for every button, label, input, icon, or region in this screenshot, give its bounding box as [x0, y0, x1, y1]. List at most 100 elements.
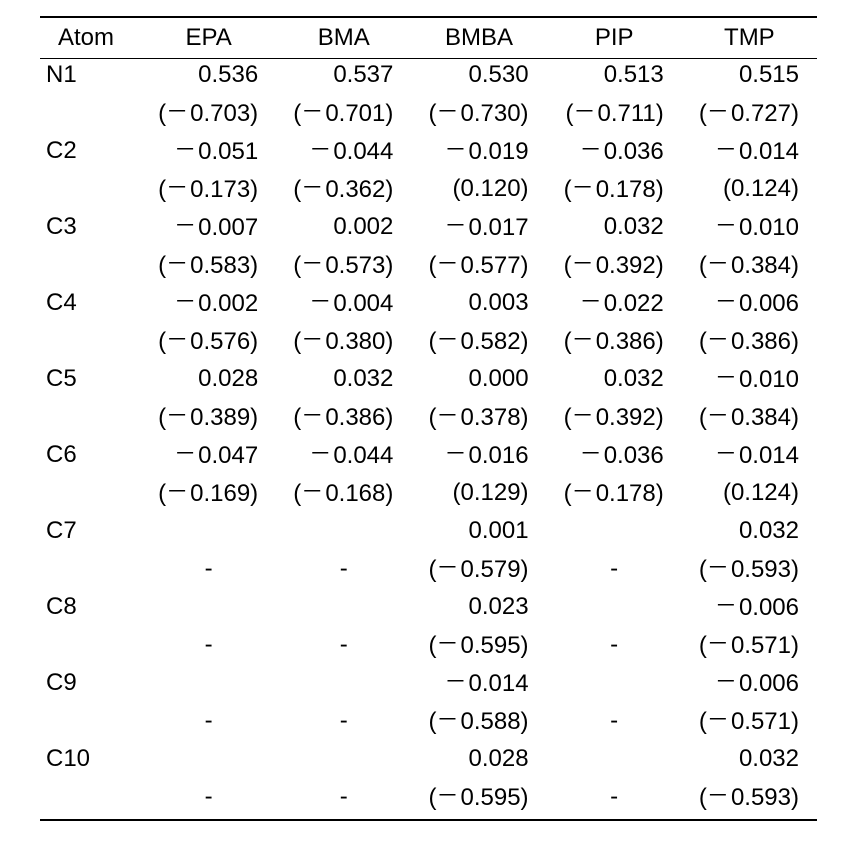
table-row: C100.0280.032	[40, 743, 817, 781]
atom-label-spacer	[40, 477, 141, 515]
value-cell: － 0.002	[141, 287, 276, 325]
value-cell	[276, 515, 411, 553]
negative-sign: －	[166, 251, 188, 276]
paren-cell: (－ 0.178)	[547, 173, 682, 211]
paren-cell: -	[141, 705, 276, 743]
negative-sign: －	[301, 479, 323, 504]
negative-sign: －	[707, 631, 729, 656]
table-row: (－ 0.703)(－ 0.701)(－ 0.730)(－ 0.711)(－ 0…	[40, 97, 817, 135]
paren-cell: -	[547, 553, 682, 591]
negative-sign: －	[166, 327, 188, 352]
table-row: (－ 0.173)(－ 0.362)(0.120)(－ 0.178)(0.124…	[40, 173, 817, 211]
paren-cell: (－ 0.386)	[547, 325, 682, 363]
atom-label: C3	[40, 211, 141, 249]
paren-cell: (－ 0.583)	[141, 249, 276, 287]
negative-sign: －	[174, 213, 196, 238]
value-cell: － 0.006	[682, 667, 817, 705]
value-cell: 0.003	[411, 287, 546, 325]
negative-sign: －	[301, 251, 323, 276]
atom-label-spacer	[40, 173, 141, 211]
value-cell	[141, 591, 276, 629]
negative-sign: －	[301, 99, 323, 124]
value-cell: 0.028	[141, 363, 276, 401]
value-cell: 0.028	[411, 743, 546, 781]
value-cell: － 0.017	[411, 211, 546, 249]
negative-sign: －	[309, 441, 331, 466]
atom-label-spacer	[40, 629, 141, 667]
value-cell	[547, 743, 682, 781]
negative-sign: －	[174, 289, 196, 314]
negative-sign: －	[580, 289, 602, 314]
value-cell	[547, 591, 682, 629]
value-cell	[276, 591, 411, 629]
negative-sign: －	[174, 137, 196, 162]
paren-cell: (－ 0.384)	[682, 249, 817, 287]
value-cell: 0.000	[411, 363, 546, 401]
negative-sign: －	[573, 99, 595, 124]
paren-cell: -	[547, 629, 682, 667]
paren-cell: (－ 0.588)	[411, 705, 546, 743]
value-cell: － 0.044	[276, 439, 411, 477]
table-row: (－ 0.389)(－ 0.386)(－ 0.378)(－ 0.392)(－ 0…	[40, 401, 817, 439]
negative-sign: －	[436, 99, 458, 124]
paren-cell: (－ 0.711)	[547, 97, 682, 135]
table-row: (－ 0.583)(－ 0.573)(－ 0.577)(－ 0.392)(－ 0…	[40, 249, 817, 287]
atom-label: N1	[40, 59, 141, 98]
value-cell	[547, 515, 682, 553]
value-cell: － 0.051	[141, 135, 276, 173]
paren-cell: (－ 0.582)	[411, 325, 546, 363]
atom-label-spacer	[40, 781, 141, 820]
paren-cell: (－ 0.577)	[411, 249, 546, 287]
negative-sign: －	[715, 593, 737, 618]
negative-sign: －	[444, 137, 466, 162]
negative-sign: －	[301, 175, 323, 200]
paren-cell: (0.120)	[411, 173, 546, 211]
table-row: --(－ 0.579)-(－ 0.593)	[40, 553, 817, 591]
paren-cell: (－ 0.389)	[141, 401, 276, 439]
paren-cell: (0.124)	[682, 173, 817, 211]
value-cell: － 0.014	[682, 135, 817, 173]
table-row: --(－ 0.595)-(－ 0.571)	[40, 629, 817, 667]
negative-sign: －	[715, 289, 737, 314]
negative-sign: －	[436, 403, 458, 428]
negative-sign: －	[436, 555, 458, 580]
paren-cell: -	[276, 629, 411, 667]
paren-cell: (－ 0.703)	[141, 97, 276, 135]
value-cell: 0.513	[547, 59, 682, 98]
col-header-epa: EPA	[141, 17, 276, 59]
negative-sign: －	[166, 403, 188, 428]
value-cell: － 0.036	[547, 439, 682, 477]
negative-sign: －	[707, 403, 729, 428]
value-cell	[141, 667, 276, 705]
paren-cell: -	[141, 781, 276, 820]
negative-sign: －	[166, 479, 188, 504]
negative-sign: －	[436, 327, 458, 352]
table-row: C9－ 0.014－ 0.006	[40, 667, 817, 705]
negative-sign: －	[572, 479, 594, 504]
paren-cell: -	[141, 629, 276, 667]
table-row: (－ 0.576)(－ 0.380)(－ 0.582)(－ 0.386)(－ 0…	[40, 325, 817, 363]
paren-cell: (－ 0.386)	[682, 325, 817, 363]
negative-sign: －	[707, 327, 729, 352]
negative-sign: －	[436, 251, 458, 276]
paren-cell: -	[276, 705, 411, 743]
paren-cell: (－ 0.571)	[682, 705, 817, 743]
value-cell: － 0.010	[682, 363, 817, 401]
atom-label-spacer	[40, 97, 141, 135]
negative-sign: －	[715, 669, 737, 694]
col-header-atom: Atom	[40, 17, 141, 59]
negative-sign: －	[707, 555, 729, 580]
negative-sign: －	[436, 707, 458, 732]
table-row: C3－ 0.0070.002－ 0.0170.032－ 0.010	[40, 211, 817, 249]
value-cell: － 0.016	[411, 439, 546, 477]
atom-label: C6	[40, 439, 141, 477]
negative-sign: －	[174, 441, 196, 466]
paren-cell: -	[276, 553, 411, 591]
negative-sign: －	[444, 441, 466, 466]
paren-cell: (0.124)	[682, 477, 817, 515]
negative-sign: －	[715, 213, 737, 238]
paren-cell: (－ 0.595)	[411, 781, 546, 820]
paren-cell: (－ 0.168)	[276, 477, 411, 515]
paren-cell: (－ 0.595)	[411, 629, 546, 667]
paren-cell: (－ 0.362)	[276, 173, 411, 211]
